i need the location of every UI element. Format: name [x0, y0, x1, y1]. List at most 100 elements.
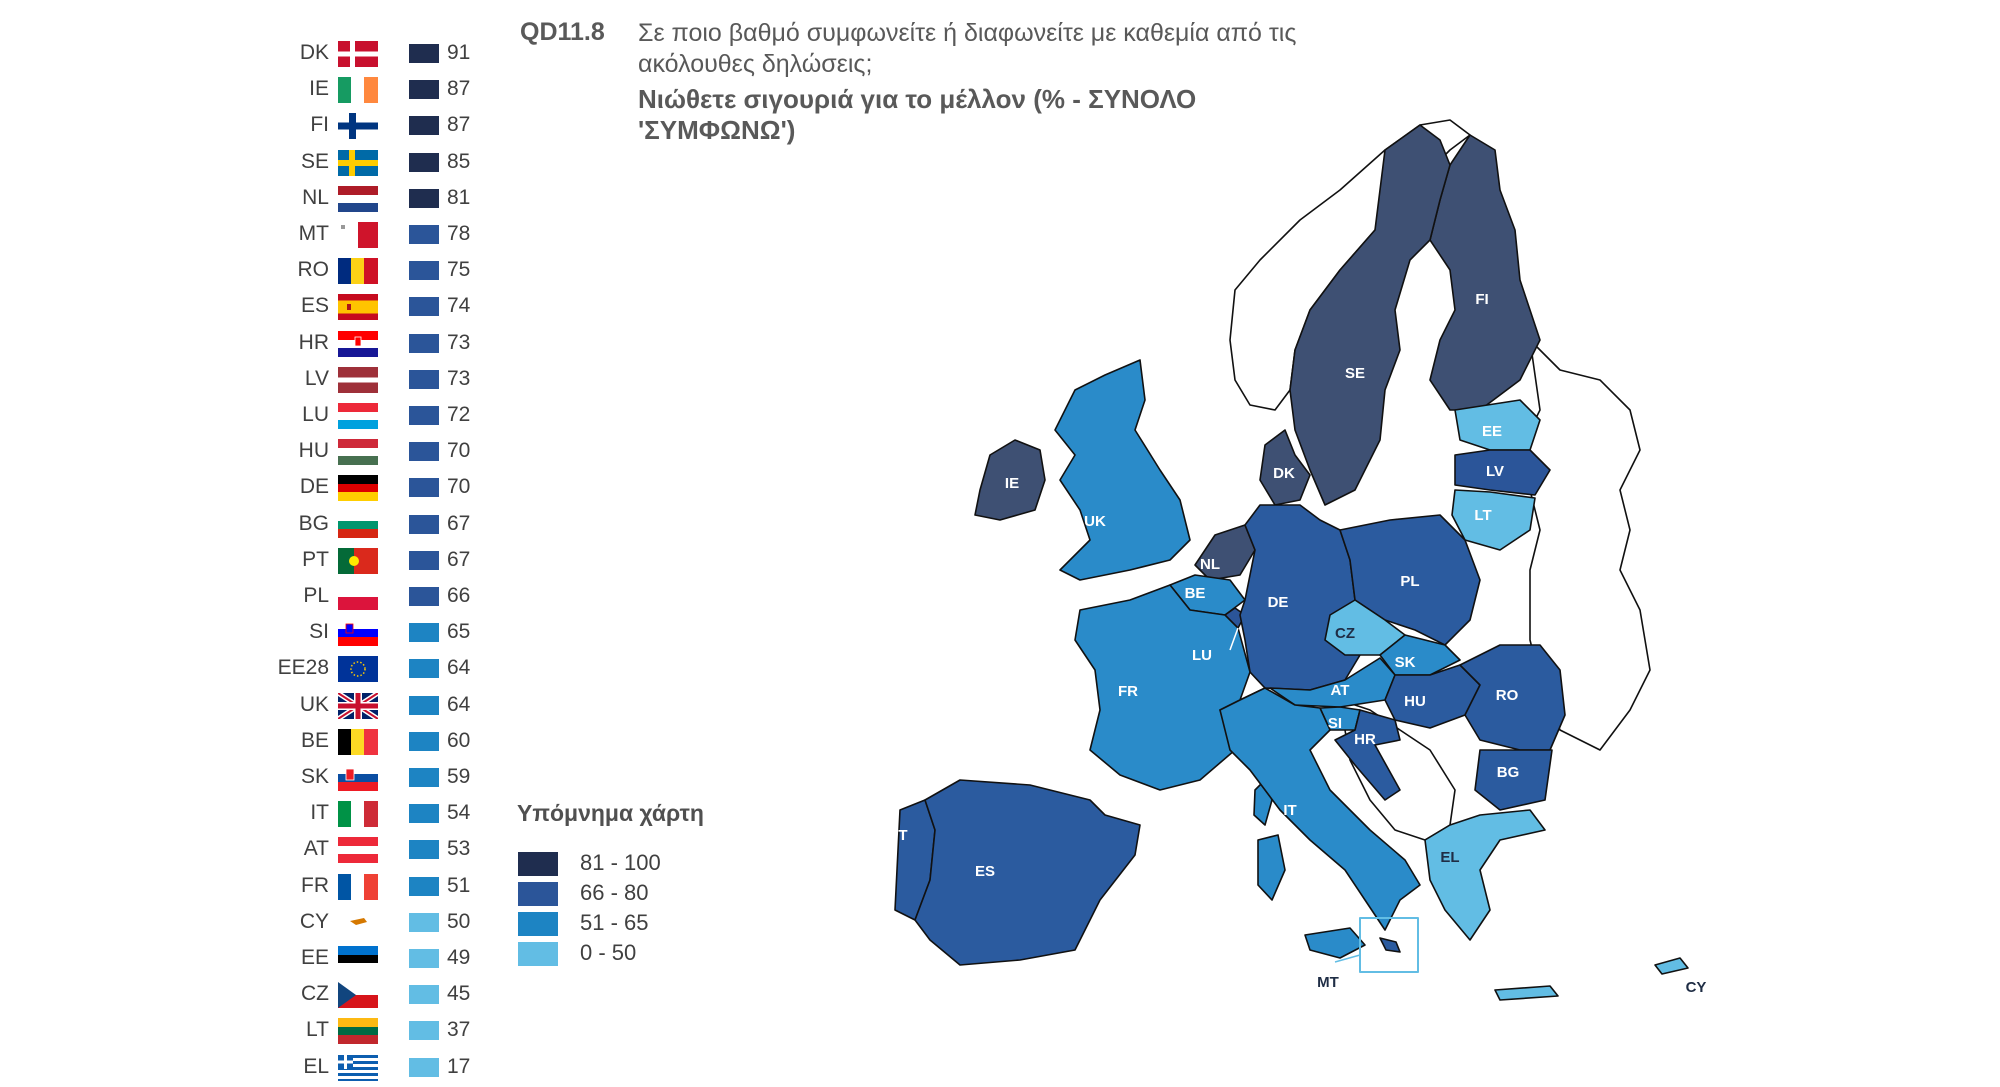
country-row: IT 54	[0, 796, 500, 830]
map-lv	[1454, 449, 1551, 496]
value-color-swatch	[409, 1057, 439, 1077]
country-row: LT 37	[0, 1013, 500, 1047]
country-row: HU 70	[0, 434, 500, 468]
value-color-swatch	[409, 587, 439, 606]
country-code: LT	[306, 1018, 329, 1042]
slovenia-flag-icon	[338, 620, 378, 647]
country-row: BG 67	[0, 507, 500, 541]
country-row: DK 91	[0, 36, 500, 70]
value-color-swatch	[409, 225, 439, 244]
mt-leader-line	[1334, 954, 1361, 963]
value-color-swatch	[409, 949, 439, 968]
country-row: CY 50	[0, 905, 500, 939]
italy-flag-icon	[338, 801, 378, 828]
value-color-swatch	[409, 297, 439, 317]
map-crete	[1494, 985, 1559, 1001]
map-sicily	[1304, 927, 1366, 959]
map-lt	[1451, 489, 1536, 551]
value-color-swatch	[409, 1021, 439, 1041]
country-row: FI 87	[0, 108, 500, 142]
country-value: 50	[447, 909, 471, 933]
value-color-swatch	[409, 876, 439, 896]
country-value: 53	[447, 837, 471, 861]
country-value: 85	[447, 149, 471, 173]
value-color-swatch	[409, 840, 439, 860]
map-label-cy: CY	[1686, 979, 1707, 996]
country-value: 72	[447, 403, 471, 426]
uk-flag-icon	[338, 692, 378, 719]
latvia-flag-icon	[338, 366, 378, 393]
country-code: ES	[300, 294, 329, 318]
france-flag-icon	[338, 873, 378, 900]
map-sardinia	[1257, 834, 1286, 901]
country-row: BE 60	[0, 724, 500, 758]
country-code: RO	[297, 258, 330, 282]
value-color-swatch	[409, 261, 439, 281]
map-label-bg: BG	[1497, 764, 1520, 781]
country-value: 64	[447, 656, 471, 680]
country-row: FR 51	[0, 869, 500, 903]
country-code: SI	[309, 620, 329, 644]
map-it	[1219, 687, 1421, 931]
value-color-swatch	[409, 406, 439, 425]
country-value: 74	[447, 294, 471, 318]
country-value: 67	[447, 511, 471, 535]
value-color-swatch	[409, 152, 439, 172]
map-label-sk: SK	[1395, 654, 1416, 671]
country-value: 45	[447, 982, 471, 1006]
belgium-flag-icon	[338, 728, 378, 755]
germany-flag-icon	[338, 475, 378, 502]
map-label-ee: EE	[1482, 423, 1502, 440]
lithuania-flag-icon	[338, 1018, 378, 1045]
map-label-cz: CZ	[1335, 625, 1355, 642]
country-value: 78	[447, 222, 471, 245]
map-legend: Υπόμνημα χάρτη 81 - 100 66 - 80 51 - 65 …	[517, 800, 777, 970]
country-code: LU	[302, 403, 329, 426]
malta-inset	[1359, 917, 1419, 973]
country-code: FR	[301, 873, 329, 897]
map-label-ro: RO	[1496, 687, 1519, 704]
legend-label: 51 - 65	[580, 910, 649, 935]
ireland-flag-icon	[338, 77, 378, 104]
value-color-swatch	[409, 369, 439, 389]
spain-flag-icon	[338, 294, 378, 321]
country-value: 66	[447, 584, 471, 607]
country-value: 54	[447, 801, 471, 825]
legend-item: 51 - 65	[517, 908, 737, 936]
legend-label: 81 - 100	[580, 850, 661, 875]
question-text: Σε ποιο βαθμό συμφωνείτε ή διαφωνείτε με…	[638, 19, 1297, 78]
country-value: 73	[447, 366, 471, 390]
map-el	[1424, 809, 1546, 941]
map-label-hr: HR	[1354, 731, 1376, 748]
eu-flag-icon	[338, 656, 378, 683]
country-code: PL	[303, 584, 329, 607]
map-mt	[1379, 937, 1401, 953]
map-label-hu: HU	[1404, 693, 1426, 710]
country-ranking-list: DK 91 IE 87 FI 87 SE 85 NL 81 MT 78 RO 75 ES 74 HR 73 LV 73…	[0, 0, 520, 1087]
country-row: SK 59	[0, 760, 500, 794]
country-code: DE	[299, 475, 329, 499]
value-color-swatch	[409, 188, 439, 208]
map-dk	[1259, 429, 1311, 506]
estonia-flag-icon	[338, 946, 378, 972]
country-value: 70	[447, 475, 471, 499]
country-value: 87	[447, 77, 471, 101]
malta-flag-icon	[338, 222, 378, 248]
bulgaria-flag-icon	[338, 511, 378, 538]
country-value: 91	[447, 41, 471, 64]
map-label-se: SE	[1345, 365, 1365, 382]
map-label-fi: FI	[1475, 291, 1488, 308]
country-row: HR 73	[0, 326, 500, 360]
legend-swatch	[518, 852, 558, 876]
map-label-ie: IE	[1005, 475, 1019, 492]
value-color-swatch	[409, 659, 439, 679]
country-code: EL	[303, 1054, 329, 1078]
map-label-at: AT	[1331, 682, 1350, 699]
map-label-pl: PL	[1400, 573, 1419, 590]
country-code: SE	[300, 149, 329, 173]
country-row: LU 72	[0, 398, 500, 432]
luxembourg-flag-icon	[338, 403, 378, 429]
map-hu	[1384, 664, 1481, 729]
map-label-el: EL	[1440, 849, 1459, 866]
country-row: CZ 45	[0, 977, 500, 1011]
